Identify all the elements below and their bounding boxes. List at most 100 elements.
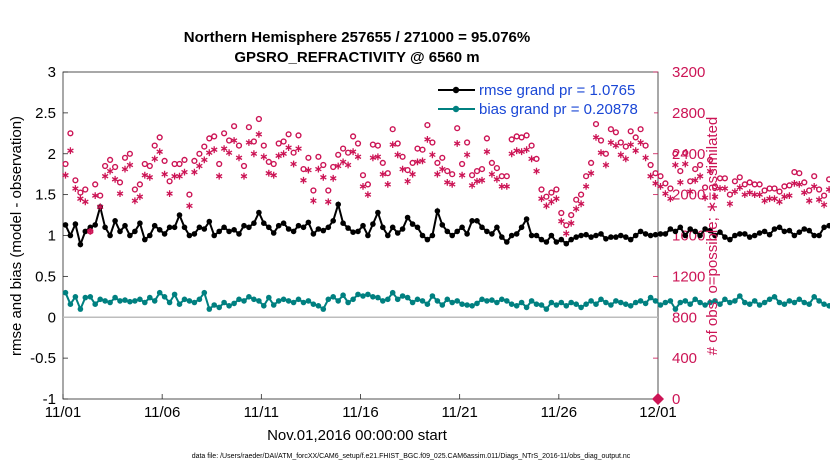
possible-point: [374, 142, 382, 149]
bias-point: [623, 301, 629, 308]
bias-point: [588, 298, 594, 304]
assimilated-point: [300, 176, 307, 184]
assimilated-point: [443, 179, 451, 186]
possible-point: [657, 173, 664, 180]
bias-point: [156, 289, 163, 296]
possible-point: [488, 159, 496, 167]
assimilated-point: [726, 200, 734, 208]
possible-point: [260, 142, 267, 149]
y-right-tick-label: 0: [672, 391, 680, 408]
possible-point: [424, 121, 431, 129]
possible-point: [627, 128, 634, 135]
possible-point: [350, 133, 357, 140]
assimilated-point: [250, 150, 258, 158]
rmse-point: [107, 232, 113, 239]
assimilated-point: [582, 183, 590, 190]
rmse-point: [712, 232, 718, 239]
assimilated-point: [627, 141, 635, 148]
assimilated-point: [255, 130, 263, 138]
assimilated-point: [741, 191, 749, 198]
rmse-point: [598, 231, 604, 237]
bias-point: [771, 294, 778, 300]
assimilated-point: [642, 154, 649, 162]
rmse-point: [345, 225, 351, 231]
bias-point: [62, 289, 69, 296]
bias-point: [246, 294, 252, 300]
assimilated-point: [320, 173, 327, 181]
assimilated-point: [458, 171, 466, 179]
rmse-point: [489, 231, 495, 237]
bias-point: [593, 301, 599, 308]
bias-point: [796, 296, 803, 303]
rmse-point: [444, 228, 451, 235]
rmse-point: [449, 232, 456, 239]
possible-point: [493, 165, 501, 172]
possible-point: [796, 170, 803, 177]
possible-point: [305, 154, 312, 161]
bias-point: [672, 306, 679, 312]
rmse-point: [161, 231, 168, 237]
bias-point: [191, 299, 198, 306]
possible-point: [389, 126, 396, 133]
possible-point: [587, 159, 595, 167]
rmse-point: [256, 209, 262, 216]
assimilated-point: [181, 168, 188, 176]
bias-point: [290, 299, 297, 306]
chart-title: Northern Hemisphere 257655 / 271000 = 95…: [184, 29, 530, 46]
bias-point: [92, 301, 98, 308]
assimilated-point: [607, 139, 615, 146]
possible-point: [211, 133, 218, 140]
bias-point: [722, 296, 728, 303]
rmse-point: [151, 222, 158, 229]
assimilated-point: [409, 170, 416, 178]
bias-point: [82, 294, 89, 301]
assimilated-point: [389, 141, 397, 148]
assimilated-point: [567, 219, 575, 227]
bias-point: [489, 297, 495, 303]
possible-point: [518, 134, 525, 141]
assimilated-point: [280, 150, 287, 158]
assimilated-point: [761, 197, 768, 205]
bias-point: [761, 299, 768, 306]
bias-point: [518, 299, 525, 306]
possible-point: [483, 135, 491, 142]
bias-point: [350, 296, 356, 303]
assimilated-point: [731, 188, 739, 195]
assimilated-point: [508, 150, 516, 158]
bias-point: [102, 298, 108, 304]
bias-point: [117, 298, 123, 304]
possible-point: [642, 142, 649, 149]
bias-point: [127, 298, 133, 305]
bias-point: [508, 301, 515, 308]
possible-point: [677, 168, 684, 175]
bias-point: [652, 298, 659, 304]
assimilated-point: [786, 192, 793, 199]
possible-point: [538, 186, 545, 193]
rmse-point: [543, 239, 550, 245]
rmse-point: [370, 221, 376, 227]
rmse-point: [429, 232, 436, 239]
rmse-point: [672, 228, 679, 235]
possible-point: [766, 185, 773, 192]
possible-point: [186, 191, 193, 198]
rmse-point: [355, 228, 361, 235]
bias-point: [201, 289, 208, 296]
rmse-point: [310, 231, 317, 237]
assimilated-point: [686, 188, 694, 195]
assimilated-point: [260, 153, 268, 161]
possible-point: [275, 140, 282, 147]
rmse-point: [667, 226, 674, 232]
rmse-point: [191, 231, 198, 237]
rmse-point: [132, 228, 138, 235]
assimilated-point: [72, 185, 79, 192]
possible-point: [379, 159, 386, 167]
possible-point: [647, 161, 654, 169]
possible-point: [285, 131, 292, 138]
y-right-tick-label: 3200: [672, 64, 705, 81]
bias-point: [637, 298, 644, 304]
rmse-point: [523, 216, 530, 222]
possible-point: [335, 151, 342, 158]
rmse-point: [479, 224, 485, 231]
assimilated-point: [488, 170, 496, 178]
rmse-point: [375, 209, 381, 216]
